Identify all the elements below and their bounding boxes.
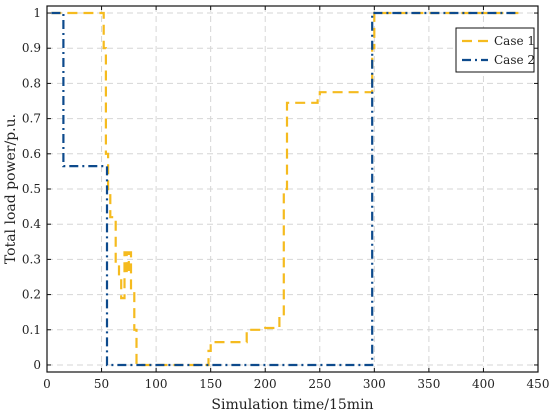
- legend-label: Case 2: [494, 53, 535, 67]
- x-tick-label: 200: [254, 377, 277, 391]
- y-tick-label: 0.2: [22, 288, 41, 302]
- y-tick-label: 1: [33, 6, 41, 20]
- x-tick-label: 150: [199, 377, 222, 391]
- legend-box: [455, 27, 535, 73]
- x-tick-label: 350: [417, 377, 440, 391]
- x-tick-label: 450: [527, 377, 550, 391]
- y-tick-label: 0.5: [22, 182, 41, 196]
- axes: 0 50 100 150 200 250 300 350 400 450 0 0.1 0.2 0.3 0.4…: [22, 6, 550, 391]
- series-line-1: [51, 11, 519, 367]
- y-tick-label: 0.7: [22, 112, 41, 126]
- x-tick-label: 50: [94, 377, 109, 391]
- y-tick-label: 0.1: [22, 323, 41, 337]
- x-tick-label: 0: [43, 377, 51, 391]
- series-lines: [51, 11, 519, 367]
- y-tick-label: 0.3: [22, 252, 41, 266]
- legend: Case 1 Case 2: [455, 27, 535, 73]
- y-tick-label: 0.4: [22, 217, 41, 231]
- x-tick-label: 250: [308, 377, 331, 391]
- y-tick-label: 0.6: [22, 147, 41, 161]
- series-line-2: [51, 11, 519, 367]
- y-tick-label: 0: [33, 358, 41, 372]
- y-tick-label: 0.8: [22, 76, 41, 90]
- x-tick-label: 400: [472, 377, 495, 391]
- legend-label: Case 1: [494, 34, 535, 48]
- y-axis-title: Total load power/p.u.: [3, 114, 19, 264]
- y-tick-label: 0.9: [22, 41, 41, 55]
- x-tick-label: 300: [363, 377, 386, 391]
- x-tick-label: 100: [145, 377, 168, 391]
- x-axis-title: Simulation time/15min: [211, 397, 373, 413]
